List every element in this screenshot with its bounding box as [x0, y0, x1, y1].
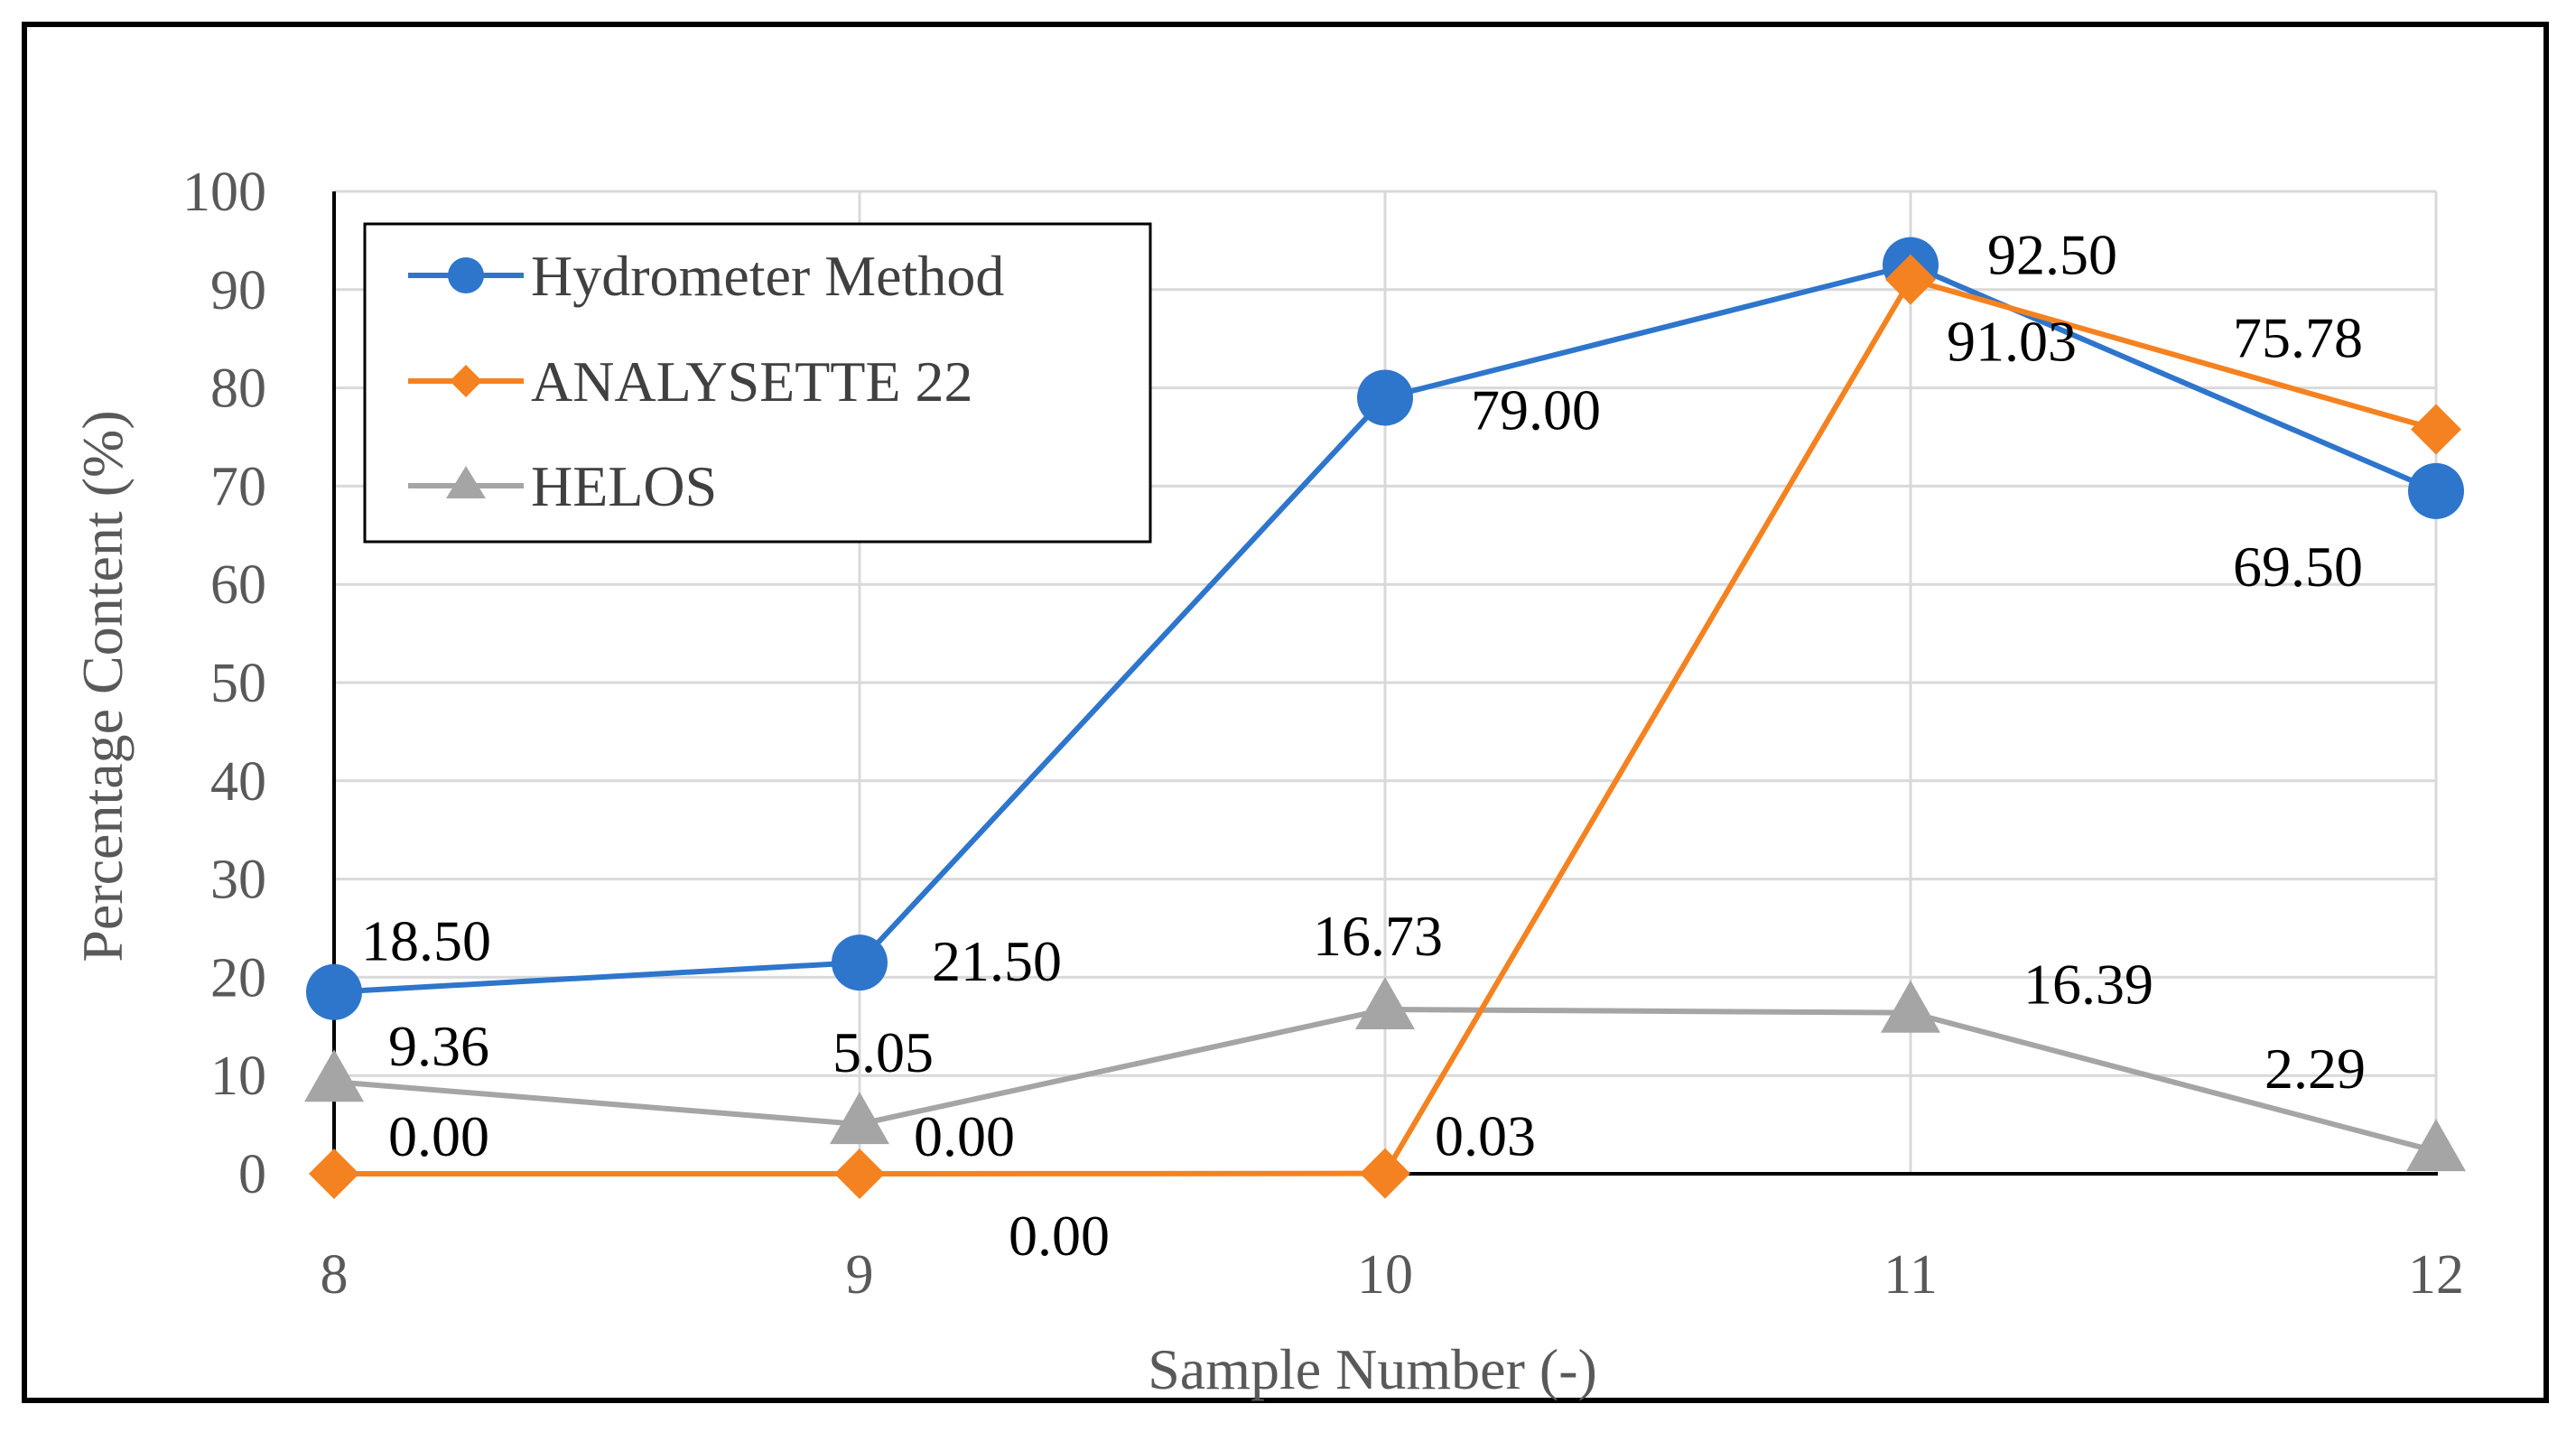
y-tick-label: 10 [210, 1046, 266, 1107]
x-tick-label: 9 [846, 1244, 874, 1306]
data-point [2408, 462, 2464, 519]
data-point [1360, 1148, 1410, 1199]
data-label: 18.50 [361, 909, 491, 973]
data-label: 0.00 [388, 1104, 489, 1168]
y-tick-label: 30 [210, 850, 266, 911]
x-tick-label: 10 [1357, 1244, 1413, 1306]
data-label: 16.73 [1313, 904, 1443, 968]
x-axis-title: Sample Number (-) [1148, 1337, 1597, 1401]
data-labels: 18.50 21.50 79.00 92.50 69.50 0.00 0.00 0.03 91.… [361, 223, 2366, 1268]
data-point [830, 1092, 889, 1145]
data-point [1885, 254, 1936, 305]
legend-label: HELOS [531, 454, 717, 518]
data-label: 91.03 [1947, 310, 2077, 374]
data-point [304, 1049, 364, 1102]
data-point [1355, 977, 1415, 1030]
y-tick-label: 70 [210, 456, 266, 517]
data-label: 75.78 [2233, 306, 2363, 370]
data-point [834, 1148, 885, 1199]
data-point [832, 935, 888, 991]
data-point [1357, 369, 1413, 426]
legend-marker-swatch [448, 257, 484, 293]
y-tick-label: 90 [210, 260, 266, 321]
y-tick-label: 60 [210, 554, 266, 616]
data-label: 0.00 [914, 1104, 1015, 1168]
legend-marker-swatch [450, 365, 482, 397]
data-label: 79.00 [1471, 377, 1601, 442]
legend: Hydrometer Method ANALYSETTE 22 HELOS [363, 222, 1152, 544]
data-label: 2.29 [2264, 1037, 2366, 1101]
y-tick-label: 80 [210, 358, 266, 420]
y-tick-label: 20 [210, 947, 266, 1009]
data-point [306, 963, 362, 1020]
y-tick-label: 40 [210, 751, 266, 813]
data-label: 92.50 [1987, 223, 2117, 287]
x-tick-label: 8 [321, 1244, 349, 1306]
series-markers [304, 237, 2466, 1199]
x-tick-label: 11 [1883, 1244, 1938, 1306]
data-label: 69.50 [2233, 535, 2363, 599]
data-point [1881, 980, 1940, 1033]
x-tick-label: 12 [2408, 1244, 2464, 1306]
data-point [309, 1148, 359, 1199]
data-label: 0.03 [1435, 1104, 1536, 1168]
y-tick-label: 50 [210, 653, 266, 714]
data-label: 16.39 [2023, 953, 2153, 1017]
data-label: 5.05 [832, 1020, 934, 1084]
data-label: 21.50 [932, 929, 1062, 993]
legend-label: Hydrometer Method [531, 244, 1004, 308]
axes: 0 10 20 30 40 50 60 70 80 90 100 8 9 10 11 12 [182, 162, 2464, 1306]
y-tick-label: 0 [238, 1144, 266, 1205]
data-label: 9.36 [388, 1014, 489, 1078]
data-label: 0.00 [1009, 1204, 1110, 1268]
legend-marker-swatch [446, 466, 486, 498]
data-point [2406, 1119, 2466, 1172]
y-tick-label: 100 [182, 162, 266, 223]
data-point [2411, 404, 2461, 455]
legend-label: ANALYSETTE 22 [531, 349, 973, 414]
y-axis-title: Percentage Content (%) [70, 410, 135, 962]
